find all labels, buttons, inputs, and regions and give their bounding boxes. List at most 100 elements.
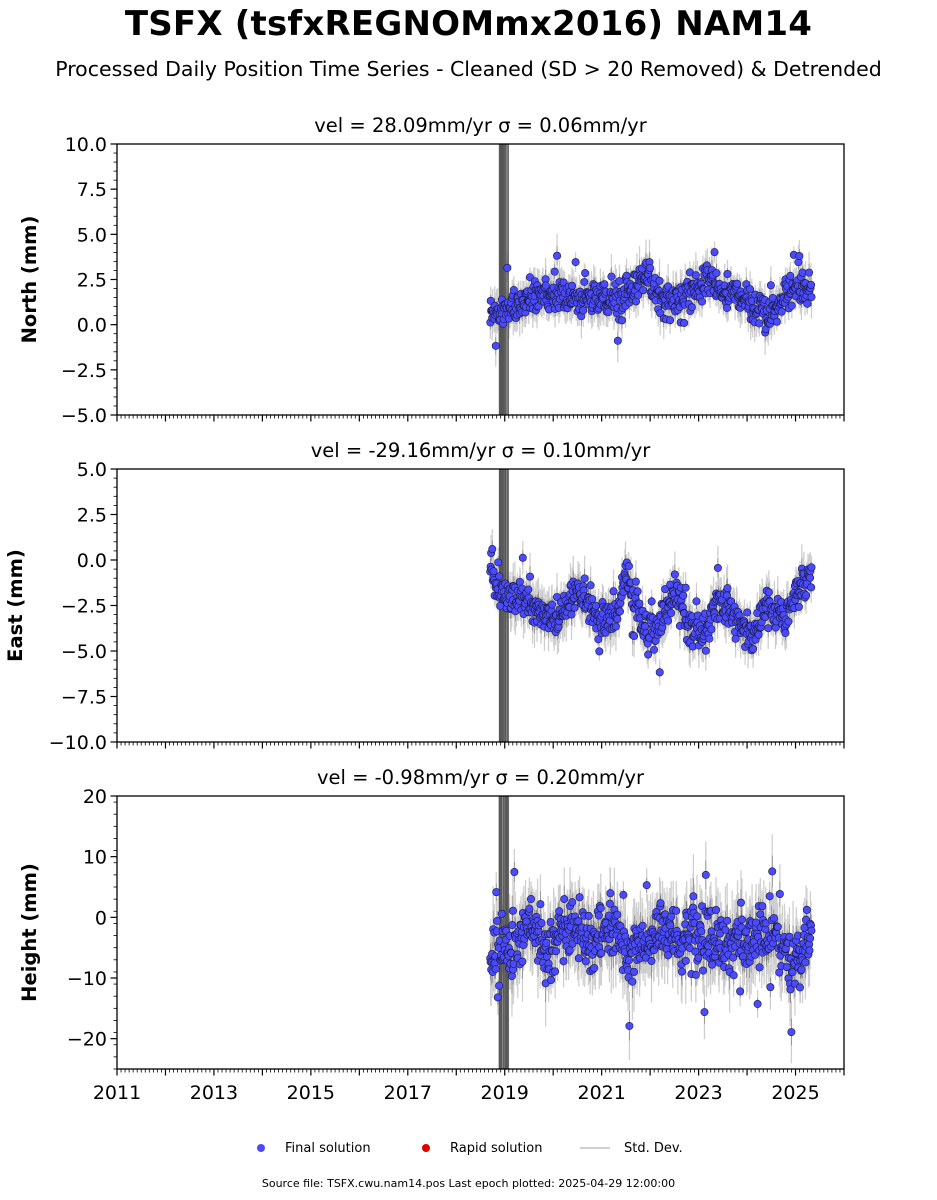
y-tick-label: 0.0 <box>77 315 107 337</box>
final-solution-point <box>586 581 595 590</box>
y-tick-label: 5.0 <box>77 459 107 481</box>
final-solution-point <box>570 603 579 612</box>
y-tick-label: 2.5 <box>77 270 107 292</box>
final-solution-point <box>807 563 816 572</box>
final-solution-point <box>618 316 627 325</box>
final-solution-point <box>571 258 580 267</box>
final-solution-point <box>526 572 535 581</box>
final-solution-point <box>806 573 815 582</box>
final-solution-point <box>630 632 639 641</box>
final-solution-point <box>491 341 500 350</box>
final-solution-point <box>655 668 664 677</box>
final-solution-point <box>488 545 497 554</box>
final-solution-point <box>524 585 533 594</box>
final-solution-point <box>680 318 689 327</box>
final-solution-point <box>611 622 620 631</box>
y-tick-label: −10.0 <box>49 732 107 754</box>
final-solution-point <box>781 629 790 638</box>
final-solution-point <box>600 280 609 289</box>
final-solution-point <box>664 616 673 625</box>
final-solution-point <box>794 602 803 611</box>
final-solution-point <box>755 319 764 328</box>
final-solution-point <box>667 609 676 618</box>
final-solution-point <box>644 650 653 659</box>
final-solution-point <box>679 591 688 600</box>
chart-title: TSFX (tsfxREGNOMmx2016) NAM14 <box>124 4 813 44</box>
y-tick-label: 5.0 <box>77 224 107 246</box>
final-solution-point <box>518 553 527 562</box>
final-solution-point <box>705 634 714 643</box>
y-tick-label: 0.0 <box>77 550 107 572</box>
y-tick-label: −7.5 <box>61 687 107 709</box>
final-solution-point <box>489 567 498 576</box>
final-solution-point <box>784 617 793 626</box>
final-solution-point <box>624 562 633 571</box>
final-solution-point <box>666 316 675 325</box>
final-solution-point <box>639 286 648 295</box>
final-solution-point <box>701 646 710 655</box>
final-solution-point <box>749 645 758 654</box>
panel-2: −10.0 −7.5 −5.0 −2.5 0.0 2.5 5.0 vel = -29.16mm… <box>4 439 845 754</box>
plot-area <box>486 469 816 742</box>
final-solution-point <box>634 291 643 300</box>
final-solution-point <box>764 588 773 597</box>
final-solution-point <box>713 563 722 572</box>
final-solution-point <box>655 276 664 285</box>
final-solution-point <box>503 263 512 272</box>
final-solution-point <box>515 577 524 586</box>
y-tick-label: −5.0 <box>61 641 107 663</box>
final-solution-point <box>495 572 504 581</box>
x-ticks <box>116 415 845 422</box>
final-solution-point <box>746 285 755 294</box>
panel-title: vel = 28.09mm/yr σ = 0.06mm/yr <box>314 114 647 137</box>
final-solution-point <box>723 584 732 593</box>
y-ticks <box>110 143 117 416</box>
final-solution-point <box>604 308 613 317</box>
y-axis-label: North (mm) <box>18 216 41 344</box>
final-solution-point <box>635 599 644 608</box>
panel-1: −5.0 −2.5 0.0 2.5 5.0 7.5 10.0 vel = 28.09mm/yr… <box>18 114 845 427</box>
final-solution-point <box>609 587 618 596</box>
y-tick-label: 7.5 <box>77 179 107 201</box>
final-solution-point <box>681 583 690 592</box>
final-solution-point <box>580 574 589 583</box>
plot-area <box>486 796 816 1069</box>
final-solution-point <box>613 336 622 345</box>
final-solution-point <box>548 600 557 609</box>
final-solution-point <box>631 577 640 586</box>
plot-area <box>486 144 816 415</box>
final-solution-point <box>553 251 562 260</box>
final-solution-point <box>509 286 518 295</box>
final-solution-point <box>687 303 696 312</box>
final-solution-point <box>733 279 742 288</box>
final-solution-point <box>787 301 796 310</box>
final-solution-point <box>494 558 503 567</box>
final-solution-point <box>712 269 721 278</box>
final-solution-point <box>766 281 775 290</box>
final-solution-point <box>803 299 812 308</box>
final-solution-point <box>607 272 616 281</box>
y-tick-label: −2.5 <box>61 360 107 382</box>
y-ticks <box>110 468 117 743</box>
final-solution-point <box>743 608 752 617</box>
y-tick-label: −5.0 <box>61 405 107 427</box>
final-solution-point <box>807 292 816 301</box>
final-solution-point <box>646 263 655 272</box>
final-solution-point <box>670 570 679 579</box>
final-solution-point <box>550 267 559 276</box>
final-solution-point <box>805 268 814 277</box>
final-solution-point <box>777 307 786 316</box>
final-solution-point <box>595 647 604 656</box>
final-solution-point <box>691 271 700 280</box>
final-solution-point <box>615 607 624 616</box>
final-solution-point <box>723 270 732 279</box>
final-solution-point <box>754 630 763 639</box>
final-solution-point <box>647 597 656 606</box>
final-solution-point <box>591 601 600 610</box>
final-solution-point <box>613 615 622 624</box>
final-solution-point <box>764 624 773 633</box>
final-solution-point <box>807 583 816 592</box>
final-solution-point <box>795 252 804 261</box>
y-tick-label: 2.5 <box>77 505 107 527</box>
